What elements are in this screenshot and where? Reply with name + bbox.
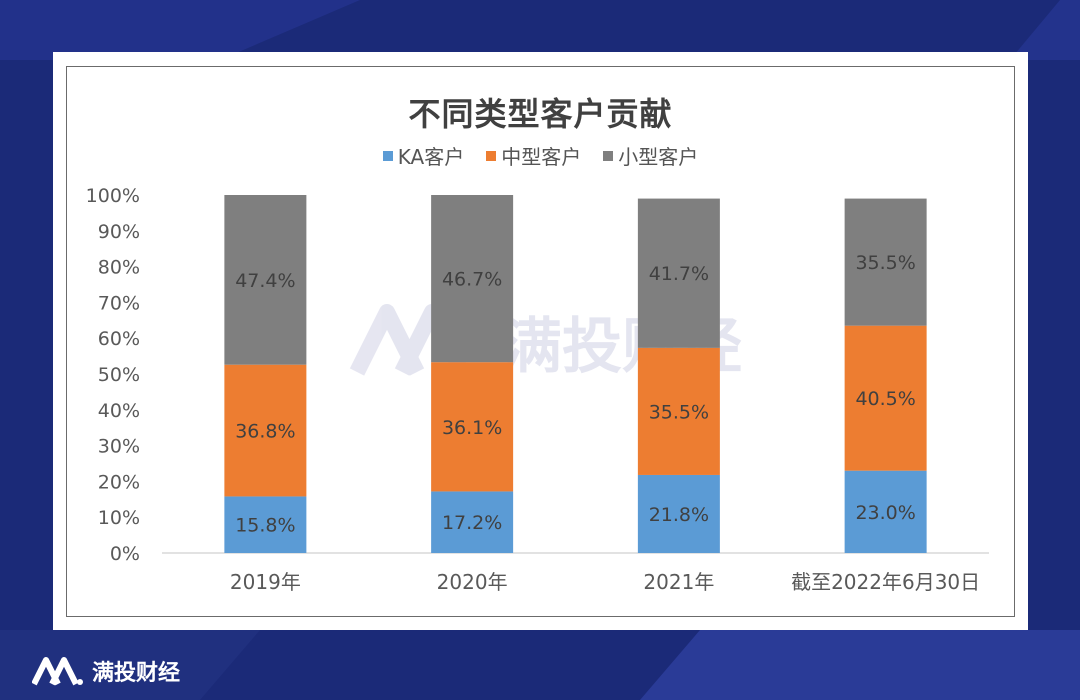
y-tick-label: 10% (98, 507, 140, 529)
data-label: 15.8% (235, 515, 295, 537)
bar-segment (431, 362, 514, 492)
legend-swatch-ka (382, 150, 393, 161)
y-tick-label: 20% (98, 471, 140, 493)
legend-item-small: 小型客户 (603, 141, 698, 170)
data-label: 17.2% (442, 512, 502, 534)
bar-segment (637, 474, 720, 553)
stacked-bar-chart: 满投财经0%10%20%30%40%50%60%70%80%90%100%15.… (86, 185, 989, 594)
bar-segment (431, 491, 514, 553)
y-tick-label: 70% (98, 292, 140, 314)
bar-segment (224, 496, 307, 553)
y-tick-label: 30% (98, 436, 140, 458)
y-tick-label: 60% (98, 328, 140, 350)
data-label: 47.4% (235, 270, 295, 292)
y-tick-label: 0% (110, 543, 140, 565)
legend-label-ka: KA客户 (397, 145, 465, 169)
data-label: 36.1% (442, 417, 502, 439)
x-tick-label: 2021年 (643, 570, 714, 594)
m-logo-icon (32, 657, 83, 686)
bar-segment (431, 195, 514, 363)
y-tick-label: 50% (98, 364, 140, 386)
legend-label-small: 小型客户 (618, 145, 699, 169)
data-label: 36.8% (235, 421, 295, 443)
bar-segment (844, 470, 927, 553)
bar-segment (637, 347, 720, 475)
bar-segment (224, 364, 307, 497)
brand-name: 满投财经 (92, 661, 181, 686)
chart-card: 不同类型客户贡献 KA客户 中型客户 小型客户 满投财经 0% 10% 20% 30% 4… (53, 52, 1028, 630)
y-tick-label: 80% (98, 257, 140, 279)
bar-segment (844, 325, 927, 471)
bar-segment (224, 195, 307, 365)
data-label: 46.7% (442, 269, 502, 291)
legend-swatch-small (603, 150, 614, 161)
chart-title: 不同类型客户贡献 (408, 95, 673, 133)
x-tick-label: 2019年 (230, 570, 301, 594)
y-tick-label: 90% (98, 221, 140, 243)
brand-footer: 满投财经 (32, 655, 180, 687)
legend-item-ka: KA客户 (382, 141, 465, 170)
chart-legend: KA客户 中型客户 小型客户 (67, 141, 1014, 170)
x-tick-label: 截至2022年6月30日 (791, 570, 980, 594)
data-label: 35.5% (855, 252, 915, 274)
y-tick-label: 40% (98, 400, 140, 422)
legend-item-mid: 中型客户 (486, 141, 581, 170)
x-tick-label: 2020年 (437, 570, 508, 594)
chart-frame: 不同类型客户贡献 KA客户 中型客户 小型客户 满投财经 0% 10% 20% 30% 4… (66, 66, 1015, 617)
bar-segment (637, 198, 720, 348)
bar-segment (844, 198, 927, 326)
data-label: 40.5% (855, 388, 915, 410)
data-label: 23.0% (855, 502, 915, 524)
data-label: 41.7% (649, 263, 709, 285)
legend-swatch-mid (486, 150, 497, 161)
legend-label-mid: 中型客户 (501, 145, 582, 169)
data-label: 35.5% (649, 401, 709, 423)
data-label: 21.8% (649, 504, 709, 526)
y-tick-label: 100% (86, 185, 140, 207)
